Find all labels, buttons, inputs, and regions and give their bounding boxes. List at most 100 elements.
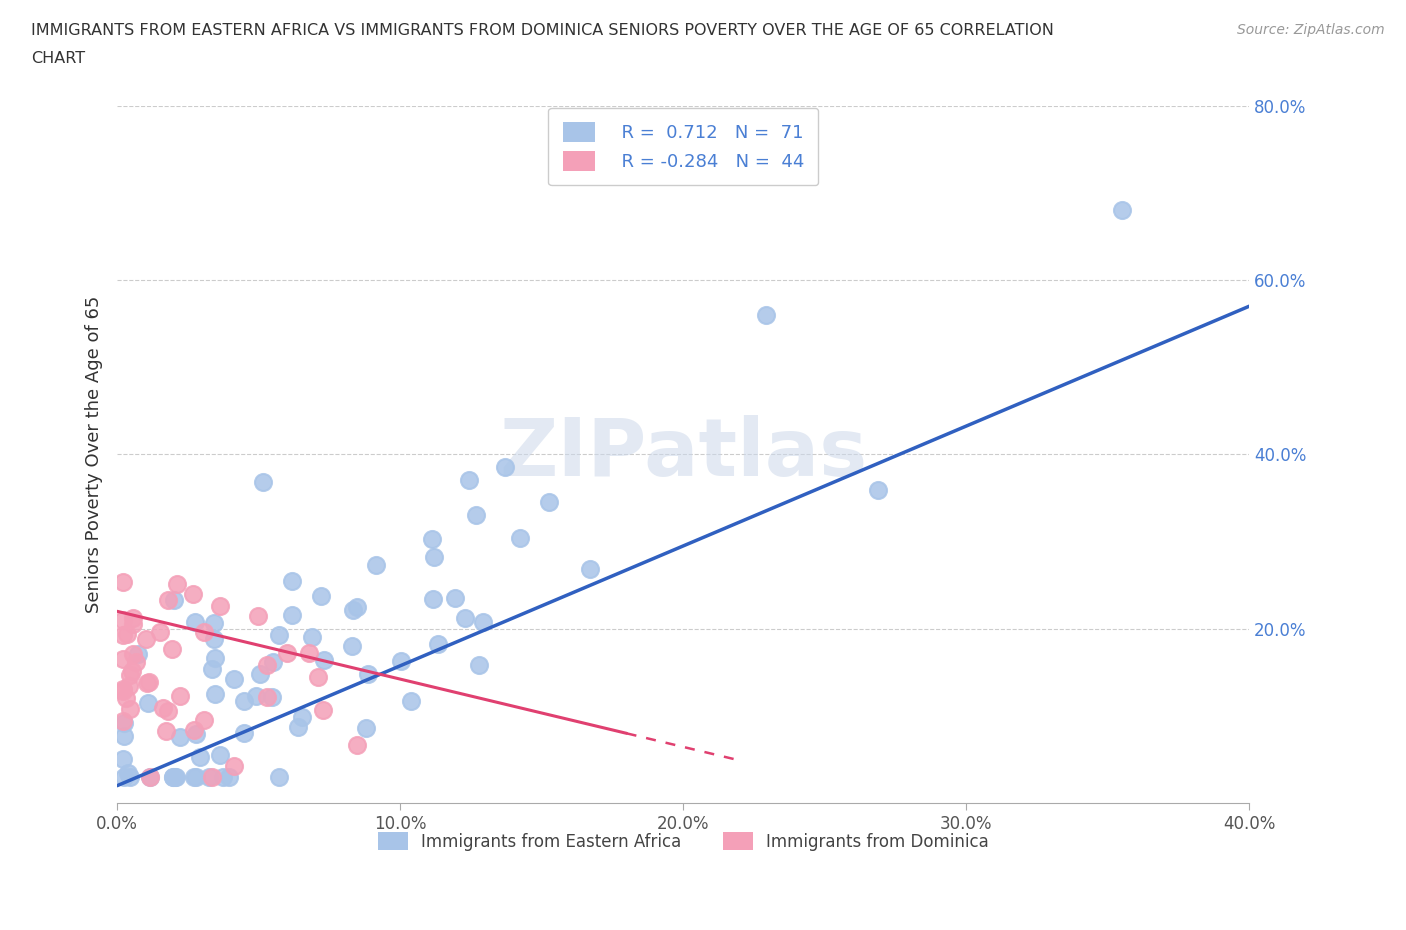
- Point: [183, 615, 205, 630]
- Point: [256, 689, 278, 704]
- Point: [866, 482, 889, 497]
- Point: [247, 608, 270, 623]
- Point: [262, 655, 284, 670]
- Point: [256, 658, 278, 672]
- Point: [202, 616, 225, 631]
- Point: [252, 474, 274, 489]
- Point: [184, 726, 207, 741]
- Point: [422, 591, 444, 606]
- Point: [342, 602, 364, 617]
- Point: [204, 651, 226, 666]
- Point: [112, 769, 135, 784]
- Point: [298, 645, 321, 660]
- Point: [509, 530, 531, 545]
- Point: [169, 729, 191, 744]
- Point: [312, 653, 335, 668]
- Point: [118, 769, 141, 784]
- Point: [181, 587, 204, 602]
- Point: [276, 646, 298, 661]
- Point: [465, 507, 488, 522]
- Text: Source: ZipAtlas.com: Source: ZipAtlas.com: [1237, 23, 1385, 37]
- Point: [125, 655, 148, 670]
- Point: [111, 652, 134, 667]
- Point: [755, 308, 778, 323]
- Point: [183, 769, 205, 784]
- Legend: Immigrants from Eastern Africa, Immigrants from Dominica: Immigrants from Eastern Africa, Immigran…: [371, 826, 995, 857]
- Point: [346, 737, 368, 752]
- Point: [112, 729, 135, 744]
- Point: [281, 574, 304, 589]
- Point: [127, 646, 149, 661]
- Point: [163, 592, 186, 607]
- Point: [201, 662, 224, 677]
- Point: [156, 703, 179, 718]
- Point: [249, 667, 271, 682]
- Text: IMMIGRANTS FROM EASTERN AFRICA VS IMMIGRANTS FROM DOMINICA SENIORS POVERTY OVER : IMMIGRANTS FROM EASTERN AFRICA VS IMMIGR…: [31, 23, 1054, 38]
- Point: [201, 769, 224, 784]
- Point: [389, 654, 412, 669]
- Point: [202, 631, 225, 646]
- Point: [165, 769, 187, 784]
- Point: [111, 684, 134, 698]
- Point: [233, 693, 256, 708]
- Point: [420, 532, 443, 547]
- Point: [364, 558, 387, 573]
- Point: [204, 686, 226, 701]
- Point: [156, 592, 179, 607]
- Point: [111, 628, 134, 643]
- Point: [139, 769, 162, 784]
- Point: [111, 613, 134, 628]
- Point: [115, 627, 138, 642]
- Point: [426, 637, 449, 652]
- Point: [340, 638, 363, 653]
- Point: [111, 575, 134, 590]
- Point: [1111, 203, 1133, 218]
- Point: [111, 751, 134, 766]
- Point: [118, 668, 141, 683]
- Point: [122, 646, 145, 661]
- Point: [121, 663, 143, 678]
- Point: [136, 675, 159, 690]
- Point: [444, 591, 467, 605]
- Point: [399, 694, 422, 709]
- Point: [122, 617, 145, 631]
- Point: [197, 769, 219, 784]
- Point: [120, 701, 142, 716]
- Point: [262, 689, 284, 704]
- Point: [211, 769, 233, 784]
- Point: [301, 630, 323, 644]
- Point: [467, 658, 489, 672]
- Point: [160, 642, 183, 657]
- Point: [184, 769, 207, 784]
- Point: [208, 748, 231, 763]
- Point: [312, 703, 335, 718]
- Point: [287, 719, 309, 734]
- Text: CHART: CHART: [31, 51, 84, 66]
- Point: [245, 689, 267, 704]
- Point: [281, 608, 304, 623]
- Point: [454, 611, 477, 626]
- Point: [162, 769, 184, 784]
- Point: [457, 472, 479, 487]
- Point: [166, 577, 188, 591]
- Point: [232, 725, 254, 740]
- Point: [357, 667, 380, 682]
- Point: [346, 599, 368, 614]
- Point: [117, 765, 139, 780]
- Point: [472, 615, 495, 630]
- Point: [309, 589, 332, 604]
- Point: [183, 723, 205, 737]
- Point: [152, 700, 174, 715]
- Point: [222, 759, 245, 774]
- Point: [193, 712, 215, 727]
- Point: [193, 624, 215, 639]
- Point: [139, 769, 162, 784]
- Point: [224, 672, 246, 687]
- Point: [494, 459, 516, 474]
- Point: [423, 550, 446, 565]
- Point: [162, 769, 184, 784]
- Point: [111, 682, 134, 697]
- Point: [267, 769, 290, 784]
- Point: [111, 713, 134, 728]
- Point: [138, 674, 160, 689]
